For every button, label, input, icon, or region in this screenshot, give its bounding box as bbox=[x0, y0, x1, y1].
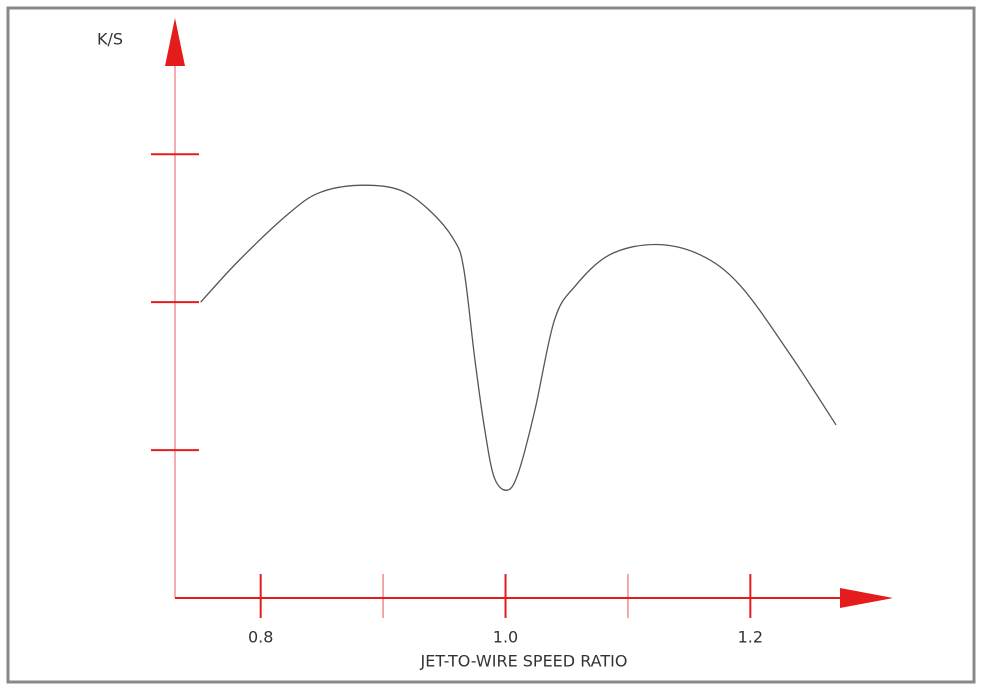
x-axis-label: JET-TO-WIRE SPEED RATIO bbox=[420, 652, 628, 671]
x-tick-label: 1.2 bbox=[738, 628, 763, 647]
data-line bbox=[200, 184, 837, 491]
frame bbox=[6, 6, 976, 684]
y-axis-label: K/S bbox=[97, 30, 123, 49]
x-axis-arrow bbox=[840, 588, 893, 608]
x-tick-label: 1.0 bbox=[493, 628, 518, 647]
x-tick-label: 0.8 bbox=[248, 628, 273, 647]
y-axis-arrow bbox=[165, 18, 185, 66]
